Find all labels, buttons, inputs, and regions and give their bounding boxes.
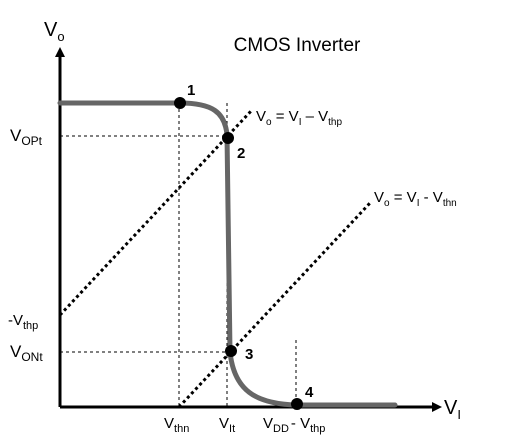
nmos-line-equation: Vo = VI - Vthn bbox=[374, 189, 457, 209]
point-1-label: 1 bbox=[187, 82, 195, 99]
point-2-label: 2 bbox=[237, 145, 245, 162]
vit-label: VIt bbox=[219, 415, 235, 435]
point-4-marker bbox=[291, 398, 303, 410]
y-axis-label: Vo bbox=[44, 19, 65, 44]
x-axis-label: VI bbox=[444, 397, 461, 422]
vont-label: VONt bbox=[10, 342, 43, 364]
vopt-label: VOPt bbox=[10, 126, 43, 148]
pmos-boundary-line bbox=[58, 108, 254, 317]
point-3-label: 3 bbox=[245, 346, 253, 363]
point-1-marker bbox=[174, 97, 186, 109]
point-3-marker bbox=[225, 345, 237, 357]
pmos-line-equation: Vo = VI – Vthp bbox=[256, 108, 342, 128]
point-4-label: 4 bbox=[305, 384, 314, 401]
nmos-boundary-line bbox=[177, 201, 372, 409]
transfer-curve bbox=[57, 100, 398, 408]
point-2-marker bbox=[222, 132, 234, 144]
vdd-minus-vthp-label: VDD - Vthp bbox=[263, 415, 325, 435]
vthn-label: Vthn bbox=[164, 415, 189, 435]
diagram-title: CMOS Inverter bbox=[234, 35, 361, 56]
neg-vthp-label: -Vthp bbox=[8, 312, 38, 332]
